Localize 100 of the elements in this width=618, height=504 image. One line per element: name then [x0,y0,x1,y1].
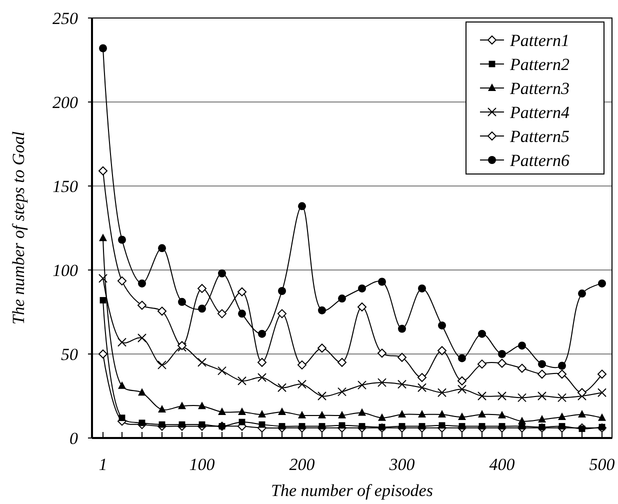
point [578,290,586,298]
point [118,381,126,389]
x-tick-label: 100 [189,455,216,474]
point [99,234,107,242]
point [578,426,586,432]
point [238,376,246,386]
point [99,44,107,52]
point [258,421,266,428]
point [578,388,586,398]
legend-label: Pattern6 [509,151,570,170]
point [478,423,486,430]
point [358,302,366,312]
point [418,423,426,430]
point [418,373,426,382]
point [558,423,566,430]
point [338,294,346,303]
point [138,279,146,288]
point [518,393,526,402]
point [238,407,246,415]
point [318,423,326,430]
point [598,388,606,398]
point [98,274,108,283]
point [118,276,126,286]
point [198,358,206,367]
point [298,202,306,210]
point [338,358,346,367]
point [418,383,426,392]
point [358,423,366,430]
point [98,166,108,176]
y-tick-label: 50 [61,345,78,364]
y-tick-label: 250 [52,9,78,28]
point [198,402,206,410]
y-tick-label: 100 [52,261,78,280]
point [218,309,226,318]
point [178,421,186,428]
point [418,284,426,292]
point [598,424,606,430]
point [418,410,426,418]
point [278,407,286,415]
point [458,384,466,394]
point [98,350,108,358]
point [478,392,486,400]
point [138,420,146,426]
y-tick-label: 0 [70,429,78,448]
legend-label: Pattern5 [509,127,570,146]
point [298,423,306,430]
point [438,410,446,418]
y-tick-label: 150 [52,177,78,196]
point [258,358,266,367]
point [218,407,226,415]
point [538,392,546,400]
point [118,414,126,422]
point [558,362,566,370]
point [458,354,466,362]
point [598,279,606,288]
point [318,344,326,353]
point [118,338,126,347]
point [558,393,566,402]
point [558,412,566,420]
point [398,324,406,333]
x-tick-label: 300 [388,455,416,474]
point [258,330,266,338]
point [378,424,386,430]
point [138,334,146,343]
point [178,402,186,410]
point [478,360,486,369]
point [498,410,506,418]
legend-label: Pattern3 [509,79,570,98]
point [398,380,406,389]
point [158,306,166,316]
point [378,378,386,388]
point [458,412,466,420]
point [358,408,366,416]
point [498,423,506,430]
y-tick-label: 200 [52,93,78,112]
point [238,287,246,296]
point [298,410,306,418]
point [278,423,286,430]
point [238,310,246,318]
point [198,421,206,428]
point [438,422,446,429]
point [100,297,106,304]
x-tick-label: 500 [589,455,616,474]
point [438,321,446,330]
point [398,410,406,418]
point [318,306,326,314]
point [518,342,526,350]
point [398,352,406,362]
point [398,423,406,430]
point [158,244,166,252]
point [138,300,146,310]
point [538,424,546,430]
x-axis-title: The number of episodes [271,481,434,500]
x-tick-label: 1 [98,455,108,474]
point [158,404,166,412]
point [338,410,346,418]
point [478,330,486,338]
legend-label: Pattern4 [509,103,570,122]
point [338,422,346,429]
point [498,350,506,358]
